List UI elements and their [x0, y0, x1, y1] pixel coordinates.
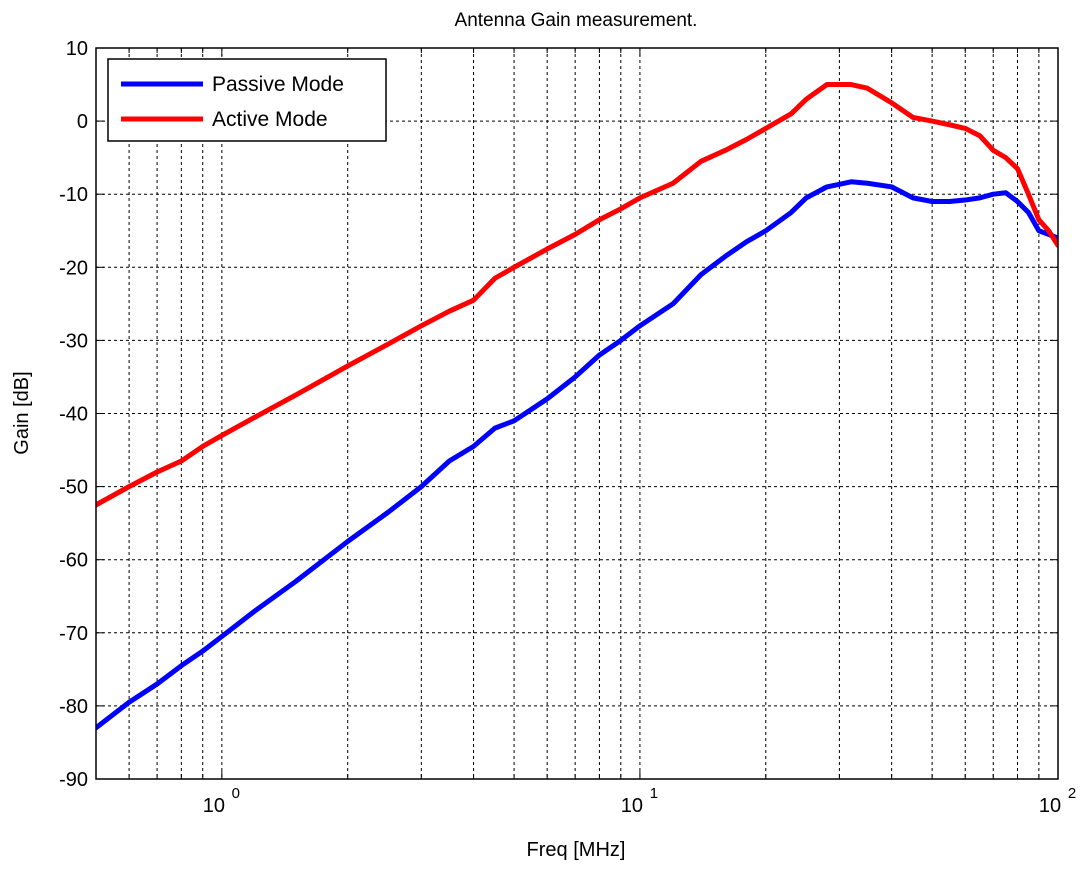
tick-labels: 10 0 -10 -20 -30 -40 -50 -60 -70 -80 -90 10 0 10 1 10 2	[59, 38, 1076, 817]
x-tick-label: 10	[1039, 795, 1061, 817]
x-tick-label: 10	[621, 795, 643, 817]
y-tick-label: -30	[59, 330, 88, 352]
y-tick-label: -70	[59, 623, 88, 645]
ticks	[95, 47, 1058, 780]
x-tick-label: 10	[203, 795, 225, 817]
legend-box	[107, 58, 387, 142]
y-tick-label: -80	[59, 696, 88, 718]
series-line-active-mode	[96, 82, 1058, 508]
y-tick-label: -40	[59, 404, 88, 426]
y-axis-label: Gain [dB]	[11, 371, 33, 454]
y-tick-label: -90	[59, 769, 88, 791]
y-tick-label: -10	[59, 184, 88, 206]
x-tick-label-exponent: 1	[650, 785, 658, 802]
series-layer	[96, 82, 1058, 731]
y-tick-label: -20	[59, 257, 88, 279]
legend-label-active-mode: Active Mode	[212, 108, 328, 131]
chart-title: Antenna Gain measurement.	[455, 10, 698, 31]
series-line-passive-mode	[96, 179, 1058, 731]
y-tick-label: -60	[59, 550, 88, 572]
x-tick-label-exponent: 2	[1068, 785, 1076, 802]
x-tick-label-exponent: 0	[232, 785, 240, 802]
legend: Passive Mode Active Mode	[107, 58, 387, 142]
y-tick-label: -50	[59, 477, 88, 499]
y-tick-label: 0	[77, 111, 88, 133]
legend-label-passive-mode: Passive Mode	[212, 73, 344, 96]
x-axis-label: Freq [MHz]	[527, 839, 626, 861]
y-tick-label: 10	[66, 38, 88, 60]
